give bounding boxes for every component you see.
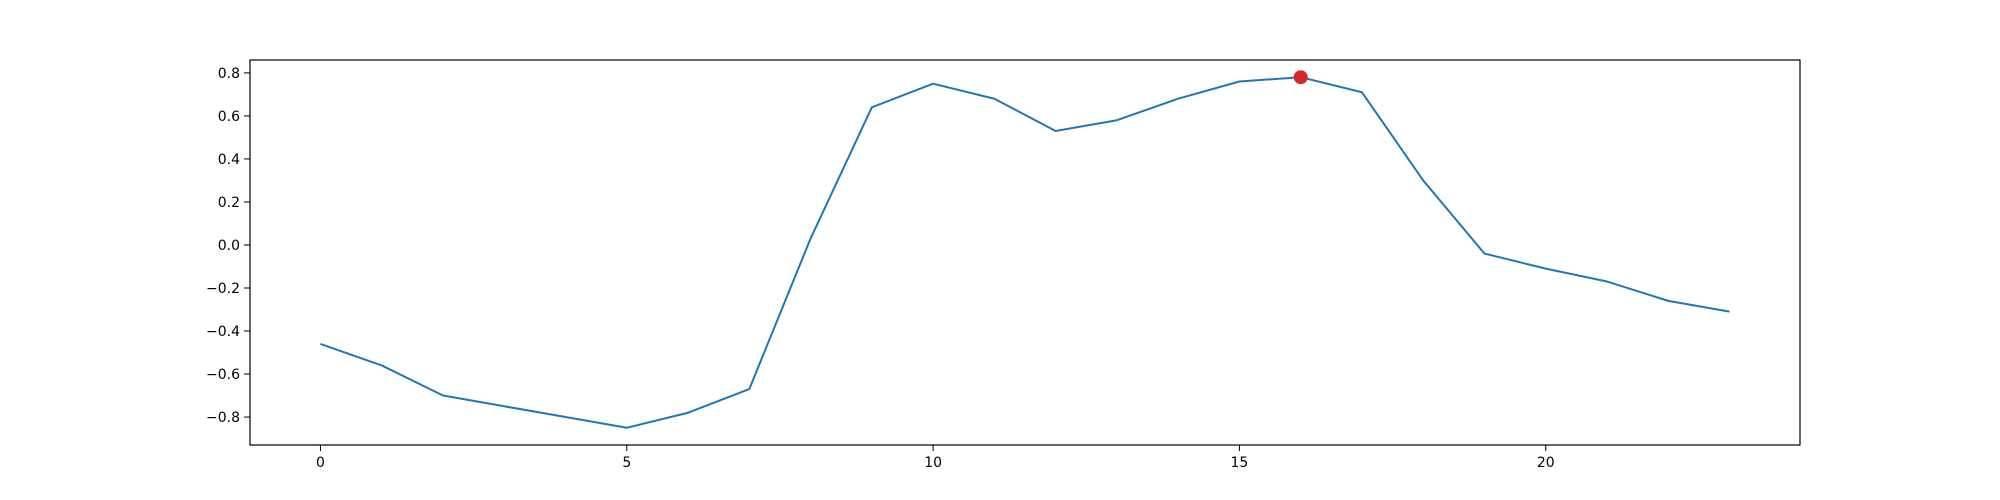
y-tick-label: −0.2: [206, 281, 240, 297]
x-tick-label: 20: [1537, 455, 1555, 471]
y-tick-label: −0.8: [206, 410, 240, 426]
plot-area-frame: [249, 59, 1801, 446]
y-tick-label: 0.0: [218, 238, 240, 254]
y-tick-label: 0.8: [218, 66, 240, 82]
x-tick-label: 10: [924, 455, 942, 471]
x-tick-label: 5: [622, 455, 631, 471]
y-tick-label: −0.4: [206, 324, 240, 340]
x-tick-label: 0: [316, 455, 325, 471]
x-tick-label: 15: [1231, 455, 1249, 471]
highlight-marker: [1293, 70, 1308, 85]
series-line: [320, 76, 1730, 429]
y-tick-label: 0.6: [218, 109, 240, 125]
series-layer: [320, 76, 1730, 429]
y-axis: −0.8 −0.6 −0.4 −0.2 0.0 0.2 0.4 0.6 0.8: [206, 66, 250, 426]
highlight-layer: [1293, 70, 1308, 85]
y-tick-label: 0.2: [218, 195, 240, 211]
x-axis: 0 5 10 15 20: [316, 445, 1555, 471]
y-tick-label: −0.6: [206, 367, 240, 383]
y-tick-label: 0.4: [218, 152, 240, 168]
